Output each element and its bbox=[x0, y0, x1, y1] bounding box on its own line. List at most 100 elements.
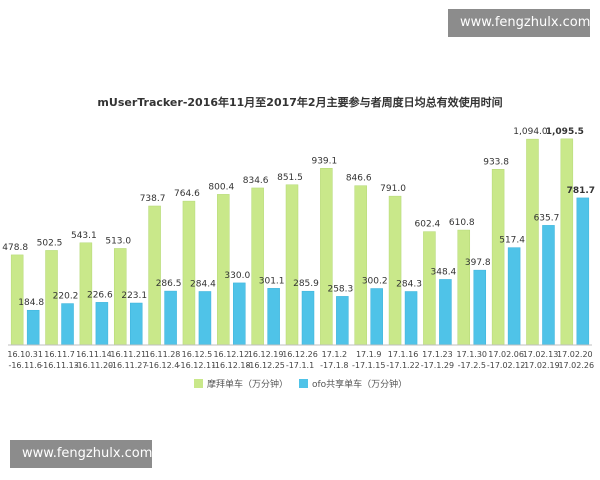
data-label-series-1: 800.4 bbox=[208, 182, 234, 192]
data-label-series-2: 348.4 bbox=[431, 267, 457, 277]
data-label-series-2: 286.5 bbox=[156, 279, 182, 289]
x-tick-label: -17.02.12 bbox=[487, 361, 526, 370]
data-label-series-2: 397.8 bbox=[465, 258, 491, 268]
data-label-series-1: 834.6 bbox=[243, 176, 269, 186]
data-label-series-1: 1,095.5 bbox=[546, 127, 584, 137]
data-label-series-2: 226.6 bbox=[87, 290, 113, 300]
x-tick-label: -17.02.19 bbox=[521, 361, 560, 370]
data-label-series-1: 933.8 bbox=[483, 157, 509, 167]
chart-title: mUserTracker-2016年11月至2017年2月主要参与者周度日均总有… bbox=[97, 95, 502, 109]
bar-series-2 bbox=[336, 296, 349, 346]
x-tick-label: -16.12.11 bbox=[178, 361, 217, 370]
bar-series-1 bbox=[320, 168, 333, 346]
x-tick-label: 17.1.16 bbox=[388, 350, 419, 359]
bar-series-1 bbox=[388, 195, 402, 346]
x-tick-label: -17.1.8 bbox=[320, 361, 348, 370]
data-label-series-1: 791.0 bbox=[380, 184, 406, 194]
legend-label-series-2: ofo共享单车（万分钟） bbox=[312, 378, 407, 390]
data-label-series-2: 258.3 bbox=[327, 284, 353, 294]
data-label-series-1: 513.0 bbox=[105, 236, 131, 246]
data-label-series-1: 851.5 bbox=[277, 173, 303, 183]
bar-series-2 bbox=[61, 303, 74, 346]
x-tick-label: 16.12.12 bbox=[213, 350, 249, 359]
x-tick-label: 17.1.23 bbox=[422, 350, 453, 359]
data-label-series-1: 478.8 bbox=[2, 243, 28, 253]
x-tick-label: -17.1.22 bbox=[386, 361, 419, 370]
x-tick-label: 16.12.26 bbox=[282, 350, 318, 359]
bar-series-1 bbox=[423, 231, 436, 346]
bar-series-2 bbox=[95, 302, 109, 346]
bar-series-2 bbox=[404, 291, 418, 346]
data-label-series-1: 939.1 bbox=[311, 156, 337, 166]
bar-series-1 bbox=[526, 138, 539, 346]
x-tick-label: -16.12.4 bbox=[146, 361, 179, 370]
data-label-series-1: 602.4 bbox=[415, 220, 441, 230]
x-tick-label: 17.02.13 bbox=[523, 350, 559, 359]
data-label-series-1: 738.7 bbox=[140, 194, 166, 204]
bar-series-2 bbox=[473, 269, 487, 346]
data-label-series-1: 846.6 bbox=[346, 174, 372, 184]
data-label-series-2: 517.4 bbox=[499, 236, 525, 246]
bar-series-1 bbox=[491, 169, 505, 346]
x-tick-label: -17.1.29 bbox=[421, 361, 454, 370]
x-tick-label: -16.12.25 bbox=[246, 361, 285, 370]
x-tick-label: 16.11.21 bbox=[110, 350, 146, 359]
bars-layer bbox=[10, 138, 590, 346]
watermark-bottom: www.fengzhulx.com bbox=[10, 440, 152, 468]
bar-series-2 bbox=[129, 302, 143, 346]
bar-series-2 bbox=[198, 291, 212, 346]
x-tick-label: -16.11.27 bbox=[109, 361, 148, 370]
x-tick-label: -16.11.6 bbox=[8, 361, 41, 370]
x-tick-label: -16.11.13 bbox=[40, 361, 79, 370]
data-label-series-1: 764.6 bbox=[174, 189, 200, 199]
x-tick-label: -16.12.18 bbox=[212, 361, 251, 370]
x-tick-label: -17.1.15 bbox=[352, 361, 385, 370]
x-tick-label: 17.1.2 bbox=[322, 350, 347, 359]
bar-series-1 bbox=[148, 205, 161, 346]
x-tick-label: -16.11.20 bbox=[75, 361, 114, 370]
bar-series-2 bbox=[233, 282, 246, 346]
data-label-series-2: 781.7 bbox=[567, 186, 595, 196]
bar-series-2 bbox=[164, 290, 177, 346]
x-tick-labels: 16.10.31 -16.11.616.11.7 -16.11.13 16.11.14… bbox=[7, 350, 594, 370]
x-tick-label: 17.02.20 bbox=[557, 350, 593, 359]
x-tick-label: 16.10.31 bbox=[7, 350, 43, 359]
data-label-series-1: 610.8 bbox=[449, 218, 475, 228]
x-tick-label: 16.12.5 bbox=[182, 350, 213, 359]
legend-swatch-series-2 bbox=[299, 379, 308, 388]
bar-series-2 bbox=[542, 225, 555, 346]
bar-series-2 bbox=[507, 247, 521, 346]
x-tick-label: 16.11.7 bbox=[44, 350, 75, 359]
bar-series-1 bbox=[285, 184, 299, 346]
bar-series-1 bbox=[560, 138, 574, 346]
data-label-series-2: 220.2 bbox=[53, 292, 79, 302]
data-label-series-2: 635.7 bbox=[534, 213, 560, 223]
x-tick-label: -17.2.5 bbox=[458, 361, 486, 370]
data-label-series-1: 1,094.0 bbox=[513, 127, 548, 137]
bar-series-1 bbox=[182, 200, 196, 346]
x-tick-label: 16.11.14 bbox=[76, 350, 112, 359]
data-label-series-2: 330.0 bbox=[224, 271, 250, 281]
data-label-series-1: 502.5 bbox=[37, 238, 63, 248]
data-label-series-2: 300.2 bbox=[362, 277, 388, 287]
x-tick-label: 17.02.06 bbox=[488, 350, 524, 359]
bar-series-1 bbox=[457, 229, 471, 346]
x-tick-label: -17.1.1 bbox=[286, 361, 314, 370]
x-tick-label: 17.1.30 bbox=[456, 350, 487, 359]
legend-swatch-series-1 bbox=[194, 379, 203, 388]
bar-series-1 bbox=[251, 187, 264, 346]
legend-label-series-1: 摩拜单车（万分钟） bbox=[207, 378, 288, 390]
data-label-series-2: 301.1 bbox=[259, 276, 285, 286]
bar-series-2 bbox=[439, 279, 452, 346]
x-tick-label: -17.02.26 bbox=[556, 361, 595, 370]
watermark-top: www.fengzhulx.com bbox=[448, 9, 590, 37]
bar-series-1 bbox=[217, 194, 230, 346]
data-label-series-2: 184.8 bbox=[18, 298, 44, 308]
x-tick-label: 16.12.19 bbox=[248, 350, 284, 359]
data-label-series-2: 284.3 bbox=[396, 279, 422, 289]
data-label-series-2: 223.1 bbox=[121, 291, 147, 301]
bar-series-2 bbox=[267, 288, 280, 346]
bar-series-2 bbox=[576, 197, 590, 346]
bar-series-2 bbox=[301, 290, 315, 346]
